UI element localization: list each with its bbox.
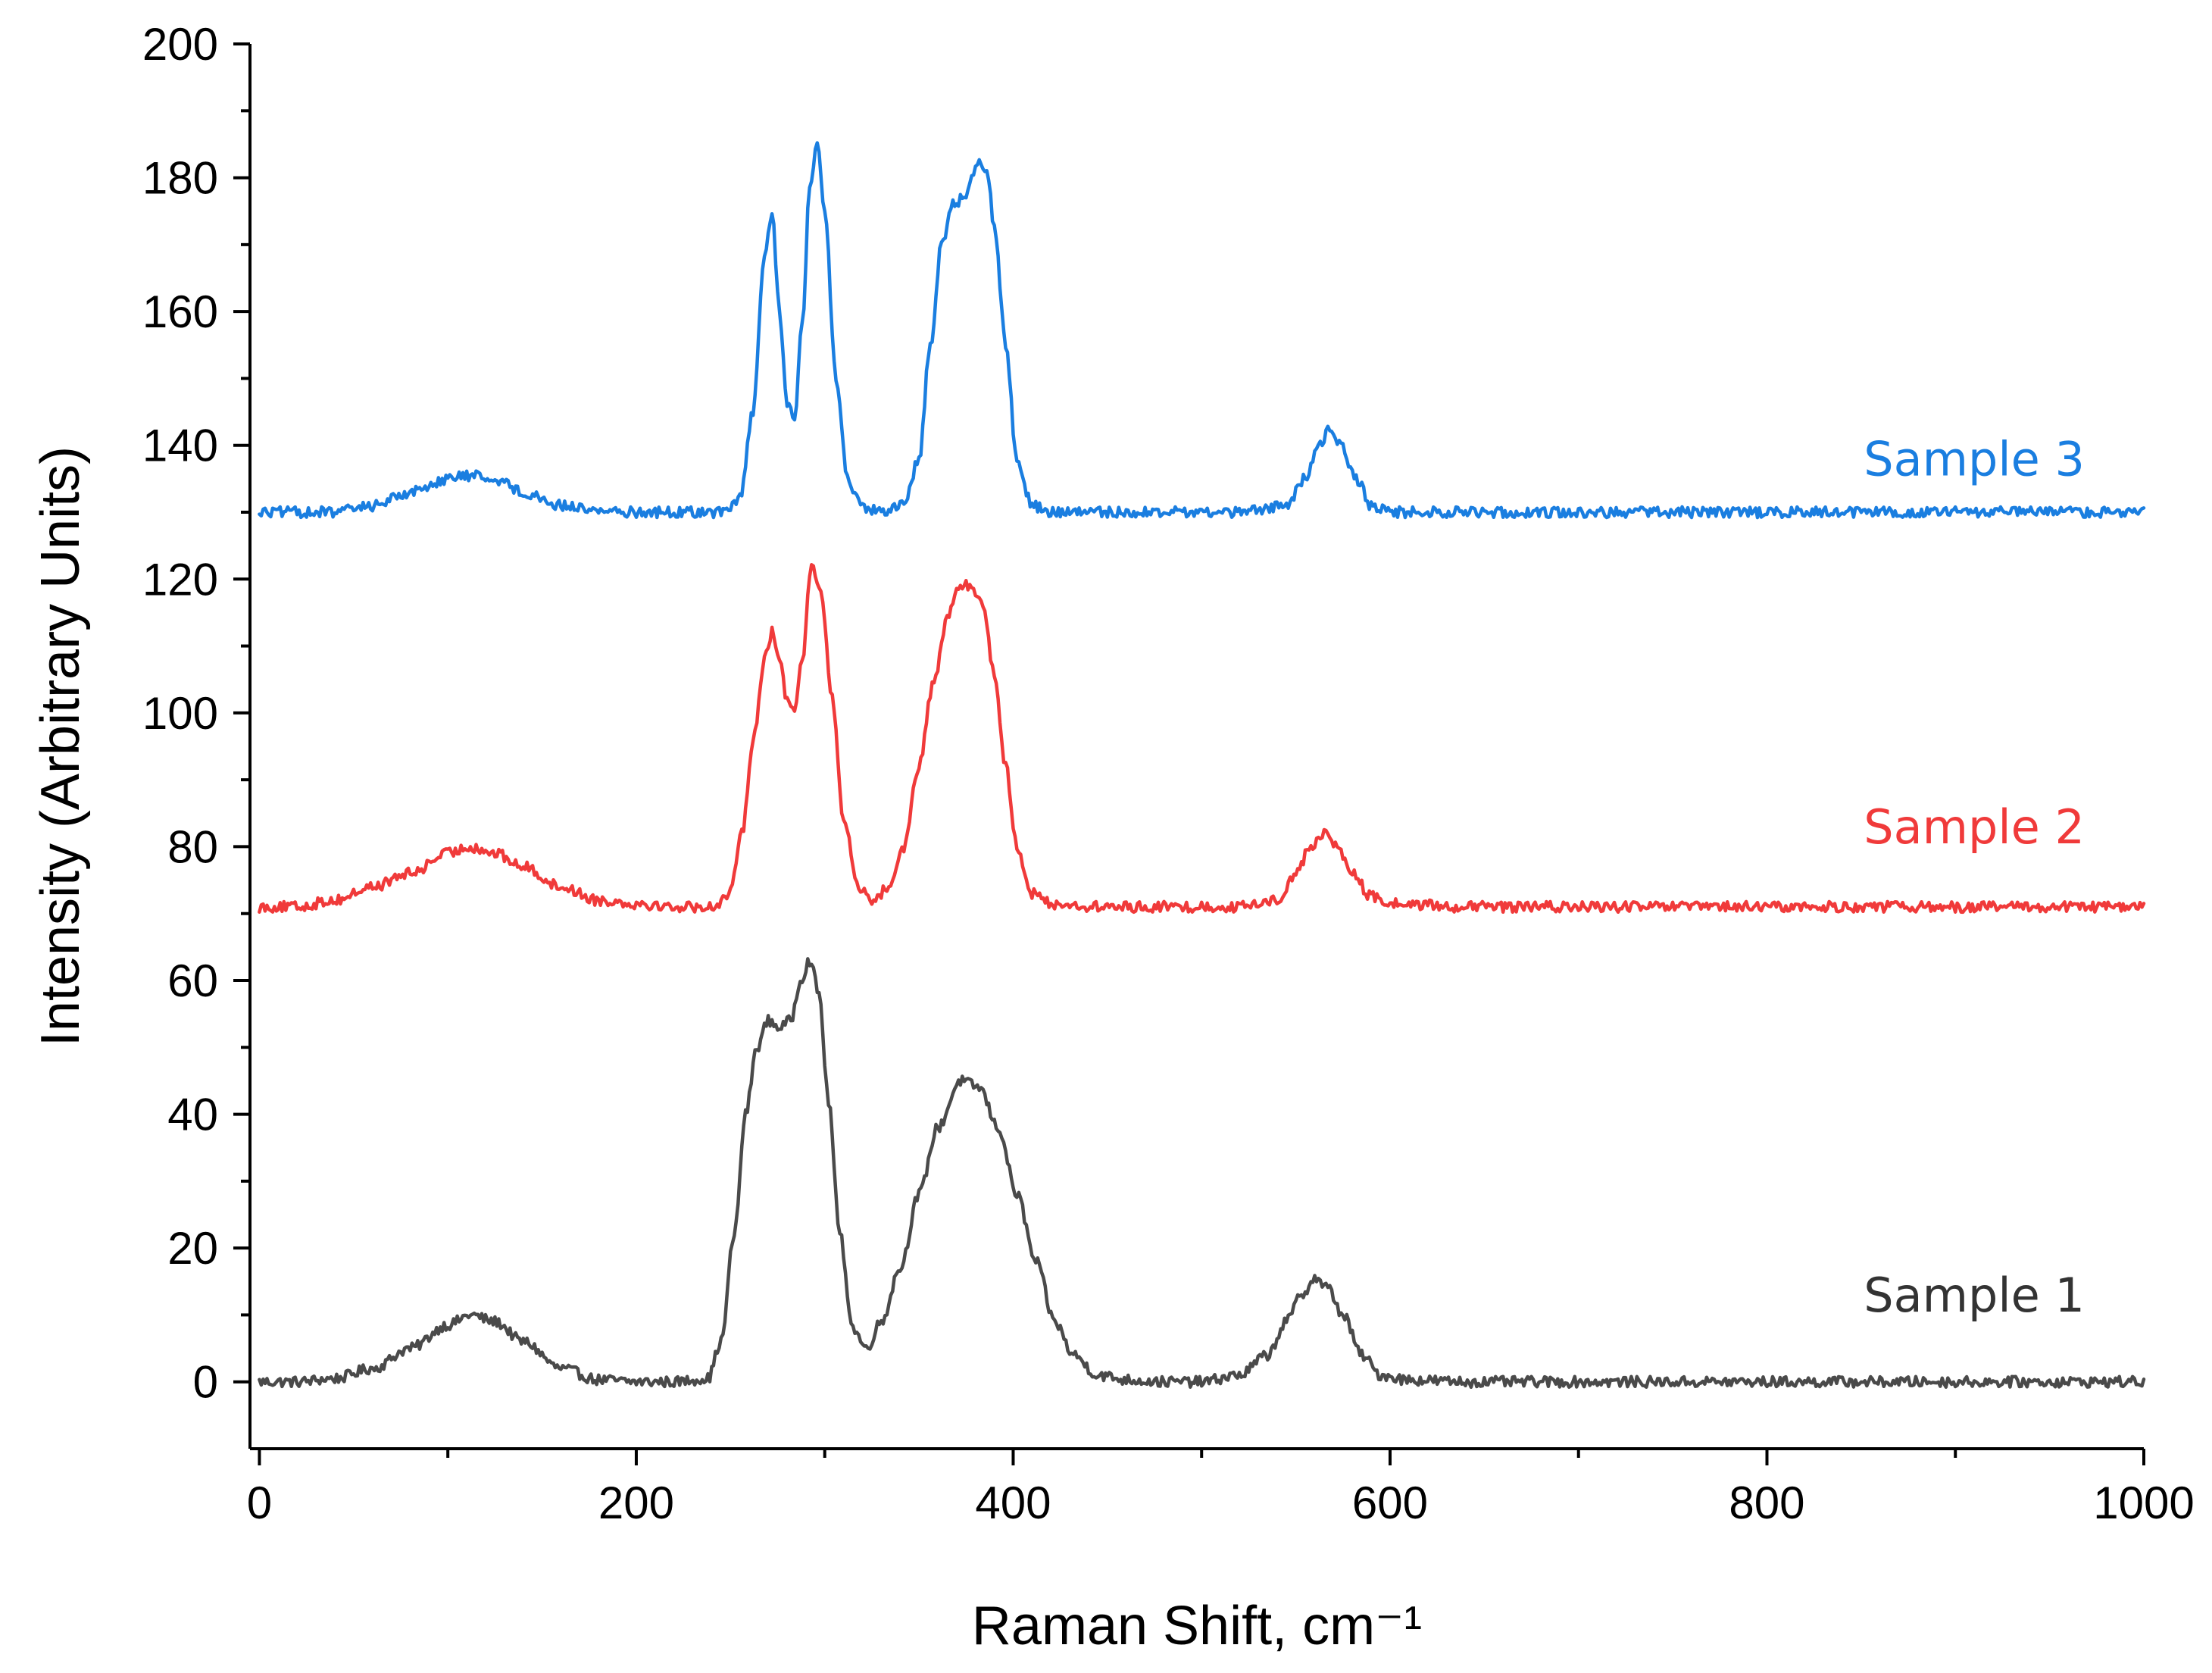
y-tick-label: 40 bbox=[167, 1090, 218, 1140]
series-line-3 bbox=[258, 141, 2146, 520]
tick-group: 0 200 400 600 800 1000 0 20 40 60 80 100 120 140 160 18… bbox=[142, 19, 2195, 1528]
y-tick-label: 0 bbox=[193, 1357, 218, 1408]
series-line-1 bbox=[258, 957, 2146, 1390]
x-tick-label: 200 bbox=[598, 1478, 674, 1528]
y-tick-label: 140 bbox=[142, 421, 218, 471]
y-tick-label: 120 bbox=[142, 554, 218, 605]
x-axis-title: Raman Shift, cm⁻¹ bbox=[972, 1596, 1422, 1656]
y-tick-label: 100 bbox=[142, 688, 218, 739]
y-tick-label: 80 bbox=[167, 821, 218, 872]
y-tick-label: 60 bbox=[167, 955, 218, 1006]
series-line-2 bbox=[258, 563, 2146, 915]
x-tick-label: 400 bbox=[975, 1478, 1051, 1528]
x-tick-label: 1000 bbox=[2093, 1478, 2194, 1528]
y-tick-label: 160 bbox=[142, 286, 218, 337]
x-tick-label: 800 bbox=[1729, 1478, 1804, 1528]
axes bbox=[248, 44, 2144, 1450]
y-tick-label: 20 bbox=[167, 1223, 218, 1274]
series-label-1: Sample 1 bbox=[1864, 1268, 2085, 1323]
x-tick-label: 600 bbox=[1352, 1478, 1428, 1528]
y-axis-title: Intensity (Arbitrary Units) bbox=[30, 446, 91, 1046]
series-label-group: Sample 3 Sample 2 Sample 1 bbox=[1864, 431, 2085, 1323]
series-label-3: Sample 3 bbox=[1864, 431, 2085, 486]
y-tick-label: 180 bbox=[142, 153, 218, 204]
series-label-2: Sample 2 bbox=[1864, 799, 2085, 855]
series-group bbox=[258, 141, 2146, 1390]
y-tick-label: 200 bbox=[142, 19, 218, 70]
x-tick-label: 0 bbox=[247, 1478, 272, 1528]
